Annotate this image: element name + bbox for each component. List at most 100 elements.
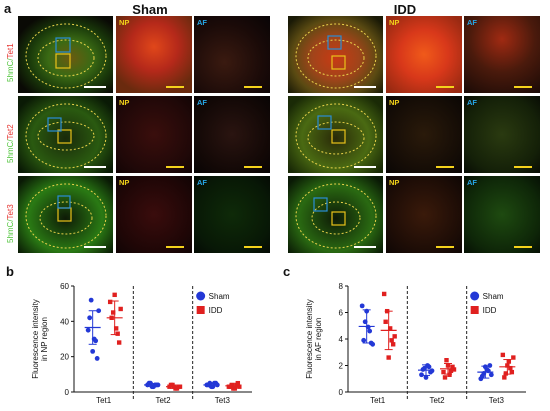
- data-point-sham: [426, 364, 432, 370]
- data-point-idd: [509, 369, 515, 375]
- idd-tet1-af-image: AF: [464, 16, 540, 93]
- scale-bar: [166, 86, 184, 88]
- panel-b-letter: b: [6, 264, 14, 279]
- data-point-sham: [370, 341, 376, 347]
- af-label: AF: [467, 98, 477, 107]
- data-point-idd: [500, 352, 506, 358]
- data-point-sham: [96, 308, 102, 314]
- data-point-idd: [116, 340, 122, 345]
- data-point-sham: [367, 328, 373, 334]
- sham-tet2-np-image: NP: [116, 96, 192, 173]
- legend-marker-idd: [196, 306, 205, 314]
- data-point-idd: [508, 365, 513, 371]
- scale-bar: [84, 166, 106, 168]
- scale-bar: [436, 246, 454, 248]
- af-label: AF: [467, 178, 477, 187]
- data-point-sham: [423, 375, 429, 380]
- data-point-idd: [228, 384, 233, 389]
- scale-bar: [354, 166, 376, 168]
- panel-a-letter: a: [4, 1, 12, 16]
- legend-label-idd: IDD: [483, 306, 497, 315]
- sham-tet3-overview-image: [18, 176, 113, 253]
- scale-bar: [244, 86, 262, 88]
- scale-bar: [84, 86, 106, 88]
- y-tick-label: 0: [65, 388, 70, 397]
- af-label: AF: [467, 18, 477, 27]
- idd-tet1-np-image: NP: [386, 16, 462, 93]
- sham-tet1-np-image: NP: [116, 16, 192, 93]
- sham-tet3-np-image: NP: [116, 176, 192, 253]
- data-point-idd: [390, 342, 396, 347]
- scale-bar: [514, 86, 532, 88]
- scale-bar: [244, 166, 262, 168]
- sham-tet2-overview-image: [18, 96, 113, 173]
- np-label: NP: [119, 98, 130, 107]
- row-label-tet3: 5hmC/Tet3: [6, 204, 15, 243]
- data-point-idd: [383, 319, 388, 324]
- data-point-idd: [447, 372, 452, 377]
- data-point-sham: [93, 338, 99, 344]
- disc-outline: [25, 23, 107, 89]
- row-label-tet2: 5hmC/Tet2: [6, 124, 15, 163]
- scale-bar: [514, 166, 532, 168]
- data-point-sham: [361, 337, 367, 343]
- data-point-sham: [419, 372, 424, 378]
- legend-marker-idd: [470, 306, 479, 314]
- data-point-idd: [389, 338, 394, 343]
- data-point-idd: [387, 326, 393, 331]
- np-label: NP: [389, 178, 400, 187]
- scale-bar: [514, 246, 532, 248]
- data-point-idd: [451, 367, 457, 372]
- data-point-idd: [107, 299, 113, 305]
- y-tick-label: 8: [339, 282, 344, 291]
- af-label: AF: [197, 178, 207, 187]
- scale-bar: [244, 246, 262, 248]
- y-tick-label: 6: [339, 309, 344, 318]
- disc-outline: [25, 103, 107, 169]
- data-point-idd: [237, 384, 242, 389]
- data-point-idd: [381, 291, 387, 297]
- data-point-idd: [448, 368, 454, 373]
- data-point-sham: [487, 363, 493, 368]
- legend-label-idd: IDD: [209, 306, 223, 315]
- data-point-sham: [479, 373, 485, 379]
- y-axis-label: in AF region: [314, 318, 323, 361]
- sham-tet3-af-image: AF: [194, 176, 270, 253]
- idd-tet2-np-image: NP: [386, 96, 462, 173]
- y-tick-label: 40: [60, 317, 69, 326]
- data-point-idd: [392, 334, 397, 339]
- idd-tet2-overview-image: [288, 96, 383, 173]
- scale-bar: [166, 166, 184, 168]
- af-label: AF: [197, 18, 207, 27]
- chart-b: Fluorescence intensity in NP region 0 20 40 6…: [31, 282, 252, 405]
- y-tick-label: 60: [60, 282, 69, 291]
- legend-label-sham: Sham: [483, 292, 504, 301]
- scale-bar: [436, 166, 454, 168]
- data-point-idd: [441, 369, 446, 375]
- np-label: NP: [389, 18, 400, 27]
- data-point-idd: [502, 375, 507, 380]
- sham-tet2-af-image: AF: [194, 96, 270, 173]
- disc-outline: [295, 23, 377, 89]
- idd-tet3-overview-image: [288, 176, 383, 253]
- y-tick-label: 4: [339, 335, 344, 344]
- np-label: NP: [119, 18, 130, 27]
- data-point-idd: [112, 292, 117, 298]
- data-point-idd: [118, 306, 123, 312]
- y-axis-label: Fluorescence intensity: [305, 299, 314, 379]
- y-tick-label: 0: [339, 388, 344, 397]
- data-point-sham: [429, 368, 435, 374]
- legend-label-sham: Sham: [209, 292, 230, 301]
- data-point-idd: [511, 355, 516, 360]
- data-point-idd: [234, 382, 239, 388]
- x-tick-label: Tet2: [429, 396, 445, 405]
- idd-tet3-af-image: AF: [464, 176, 540, 253]
- data-point-idd: [110, 310, 116, 315]
- y-tick-label: 2: [339, 362, 344, 371]
- data-point-sham: [488, 372, 494, 378]
- x-tick-label: Tet3: [215, 396, 231, 405]
- data-point-sham: [85, 327, 91, 333]
- af-label: AF: [197, 98, 207, 107]
- y-tick-label: 20: [60, 353, 69, 362]
- sham-tet1-af-image: AF: [194, 16, 270, 93]
